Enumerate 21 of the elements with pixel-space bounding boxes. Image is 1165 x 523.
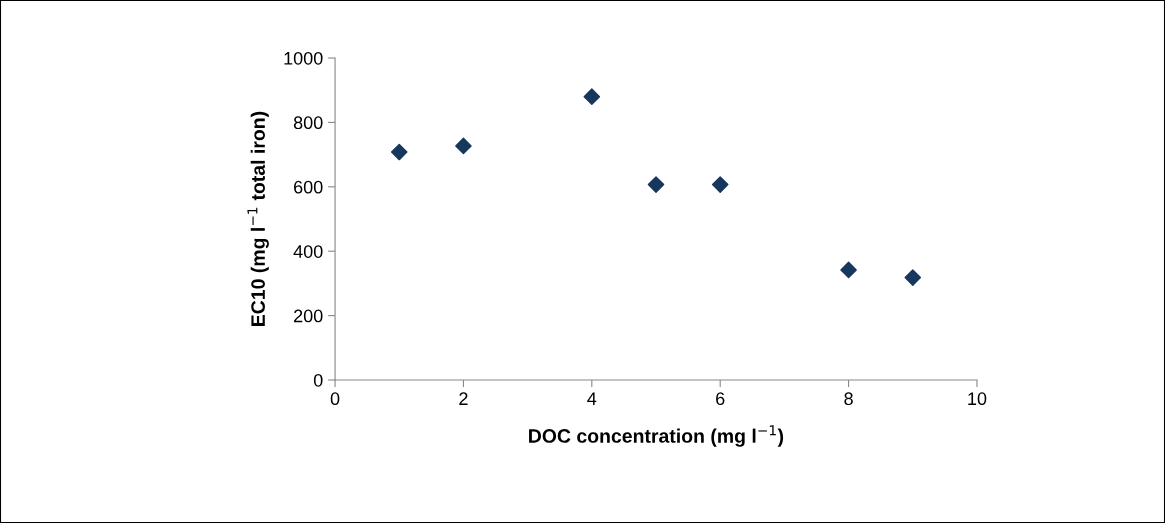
x-tick-label: 10 (968, 392, 987, 406)
x-tick-label: 4 (587, 392, 597, 405)
point (390, 143, 408, 161)
y-tick-label: 800 (293, 116, 323, 130)
x-tick-label: 0 (330, 392, 340, 406)
point (711, 176, 729, 193)
x-tick-label: 8 (844, 392, 853, 406)
y-tick-label: 400 (293, 245, 323, 258)
y-axis-title: EC10 (mg l$^{−1}$ total iron) (247, 111, 269, 326)
y-tick-label: 200 (294, 309, 323, 323)
point (840, 261, 857, 279)
x-tick-label: 6 (716, 392, 725, 406)
x-tick-label: 2 (459, 392, 468, 405)
point (583, 88, 601, 105)
point (455, 137, 472, 155)
point (647, 176, 665, 193)
x-axis-title: DOC concentration (mg l$^{−1}$) (529, 425, 784, 447)
y-tick-label: 600 (294, 180, 323, 194)
point (904, 269, 922, 286)
y-tick-label: 1000 (284, 51, 323, 65)
y-tick-label: 0 (313, 373, 323, 387)
